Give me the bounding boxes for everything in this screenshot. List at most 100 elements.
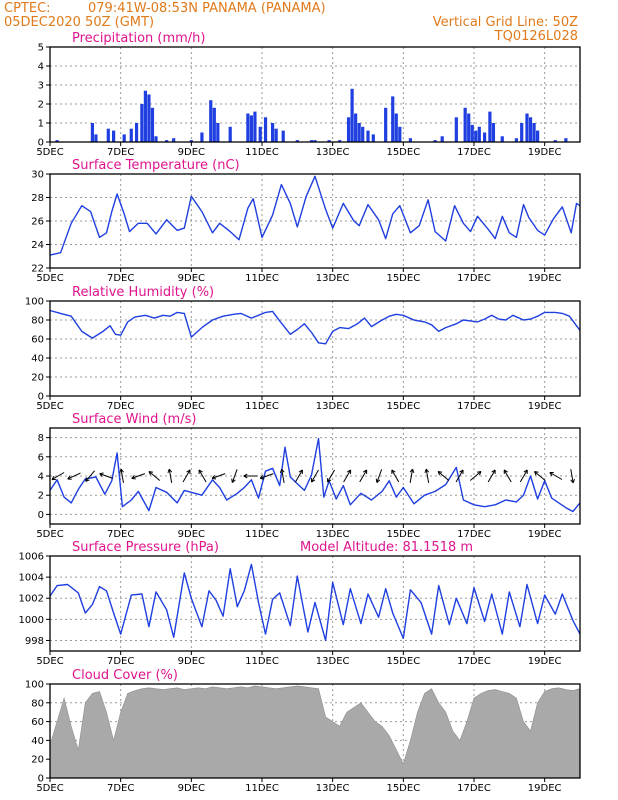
humidity-x-tick-label: 17DEC [457, 401, 491, 412]
wind-x-tick-label: 11DEC [245, 529, 279, 540]
precip-bar [263, 117, 268, 142]
wind-arrow [259, 473, 274, 480]
humidity-x-tick-label: 19DEC [528, 401, 562, 412]
temp-y-tick-label: 30 [31, 170, 44, 181]
temp-y-tick-label: 22 [31, 264, 44, 275]
precip-bar [488, 111, 492, 142]
precip-bar [112, 130, 116, 142]
humidity-y-tick-label: 20 [31, 373, 44, 384]
precip-bar [154, 136, 158, 142]
precip-bar [274, 128, 278, 142]
pressure-y-tick-label: 1006 [19, 552, 44, 563]
wind-arrow [67, 472, 81, 480]
cloud-x-tick-label: 9DEC [178, 783, 205, 794]
precip-bar [122, 134, 126, 142]
cloud-y-tick-label: 0 [38, 774, 44, 785]
precip-bar [258, 126, 262, 142]
humidity-x-tick-label: 9DEC [178, 401, 205, 412]
wind-arrow [327, 469, 335, 483]
precip-bar [189, 140, 193, 142]
pressure-y-tick-label: 1000 [19, 615, 44, 626]
humidity-series-line [49, 309, 581, 345]
precip-bar [440, 136, 444, 142]
wind-arrow [487, 469, 496, 483]
pressure-x-tick-label: 19DEC [528, 656, 562, 667]
temp-x-tick-label: 9DEC [178, 273, 205, 284]
humidity-x-tick-label: 15DEC [386, 401, 420, 412]
cloud-x-tick-label: 5DEC [36, 783, 63, 794]
precip-bar [327, 140, 331, 142]
pressure-title: Surface Pressure (hPa) [72, 540, 219, 555]
temp-x-tick-label: 19DEC [528, 273, 562, 284]
precip-x-tick-label: 15DEC [386, 147, 420, 158]
temp-title: Surface Temperature (nC) [72, 158, 240, 173]
wind-arrow [391, 469, 400, 483]
humidity-title: Relative Humidity (%) [72, 285, 214, 300]
wind-arrow [311, 469, 319, 483]
temp-y-tick-label: 28 [31, 193, 44, 204]
cloud-x-tick-label: 15DEC [386, 783, 420, 794]
pressure-annotation: Model Altitude: 81.1518 m [300, 540, 473, 555]
precip-x-tick-label: 5DEC [36, 147, 63, 158]
surface-temperature-panel: 22 24 26 28 30 5DEC 7DEC 9DEC 11DEC 13DEC 15DEC 17D… [31, 158, 581, 284]
temp-x-tick-label: 15DEC [386, 273, 420, 284]
precip-bar [249, 115, 253, 142]
wind-arrow [231, 469, 238, 483]
wind-arrow [295, 469, 303, 483]
precip-bar [246, 113, 250, 142]
precip-bar [350, 88, 354, 142]
precip-bar [514, 138, 518, 142]
temp-x-tick-label: 5DEC [36, 273, 63, 284]
precip-bar [354, 113, 358, 142]
precip-bar [477, 126, 481, 142]
pressure-x-tick-label: 9DEC [178, 656, 205, 667]
precip-bar [94, 134, 98, 142]
precip-y-tick-label: 5 [38, 43, 44, 54]
precip-bar [398, 126, 402, 142]
pressure-frame [49, 555, 581, 652]
humidity-y-tick-label: 40 [31, 354, 44, 365]
wind-y-tick-label: 8 [38, 433, 44, 444]
precip-x-tick-label: 9DEC [178, 147, 205, 158]
wind-arrow [198, 469, 207, 483]
wind-arrow [131, 473, 146, 480]
precip-bar [394, 113, 398, 142]
pressure-y-tick-label: 1002 [19, 594, 44, 605]
precip-bar [313, 140, 317, 142]
pressure-x-tick-label: 5DEC [36, 656, 63, 667]
humidity-x-tick-label: 11DEC [245, 401, 279, 412]
humidity-x-tick-label: 13DEC [316, 401, 350, 412]
precip-bar [150, 107, 155, 142]
precip-bar [483, 132, 487, 142]
wind-y-tick-label: 2 [38, 491, 44, 502]
cloud-y-tick-label: 80 [31, 698, 44, 709]
precip-bar [467, 113, 471, 142]
temp-y-tick-label: 26 [31, 217, 44, 228]
precip-bar [491, 123, 496, 142]
precip-bar [384, 107, 388, 142]
wind-x-tick-label: 5DEC [36, 529, 63, 540]
temp-series-line [49, 175, 581, 256]
precip-bar [553, 140, 557, 142]
precip-bar [216, 123, 220, 142]
precip-bar [106, 128, 110, 142]
humidity-frame [49, 300, 581, 397]
wind-arrow [437, 471, 450, 481]
precip-bar [165, 140, 169, 142]
precip-x-tick-label: 13DEC [316, 147, 350, 158]
wind-arrow [519, 469, 528, 483]
pressure-y-tick-label: 1004 [19, 573, 44, 584]
precip-bar [532, 123, 536, 142]
temp-y-tick-label: 24 [31, 240, 44, 251]
cloud-x-tick-label: 7DEC [107, 783, 134, 794]
cloud-x-tick-label: 11DEC [245, 783, 279, 794]
wind-y-tick-label: 6 [38, 452, 44, 463]
precip-bar [200, 132, 204, 142]
surface-pressure-panel: 998 1000 1002 1004 1006 5DEC 7DEC 9DEC 11DEC 13DE… [19, 540, 581, 667]
header-location: 079:41W-08:53N PANAMA (PANAMA) [88, 1, 326, 16]
temp-x-tick-label: 13DEC [316, 273, 350, 284]
wind-arrow [549, 472, 563, 480]
precip-y-tick-label: 1 [38, 119, 44, 130]
precip-bar [134, 123, 139, 142]
